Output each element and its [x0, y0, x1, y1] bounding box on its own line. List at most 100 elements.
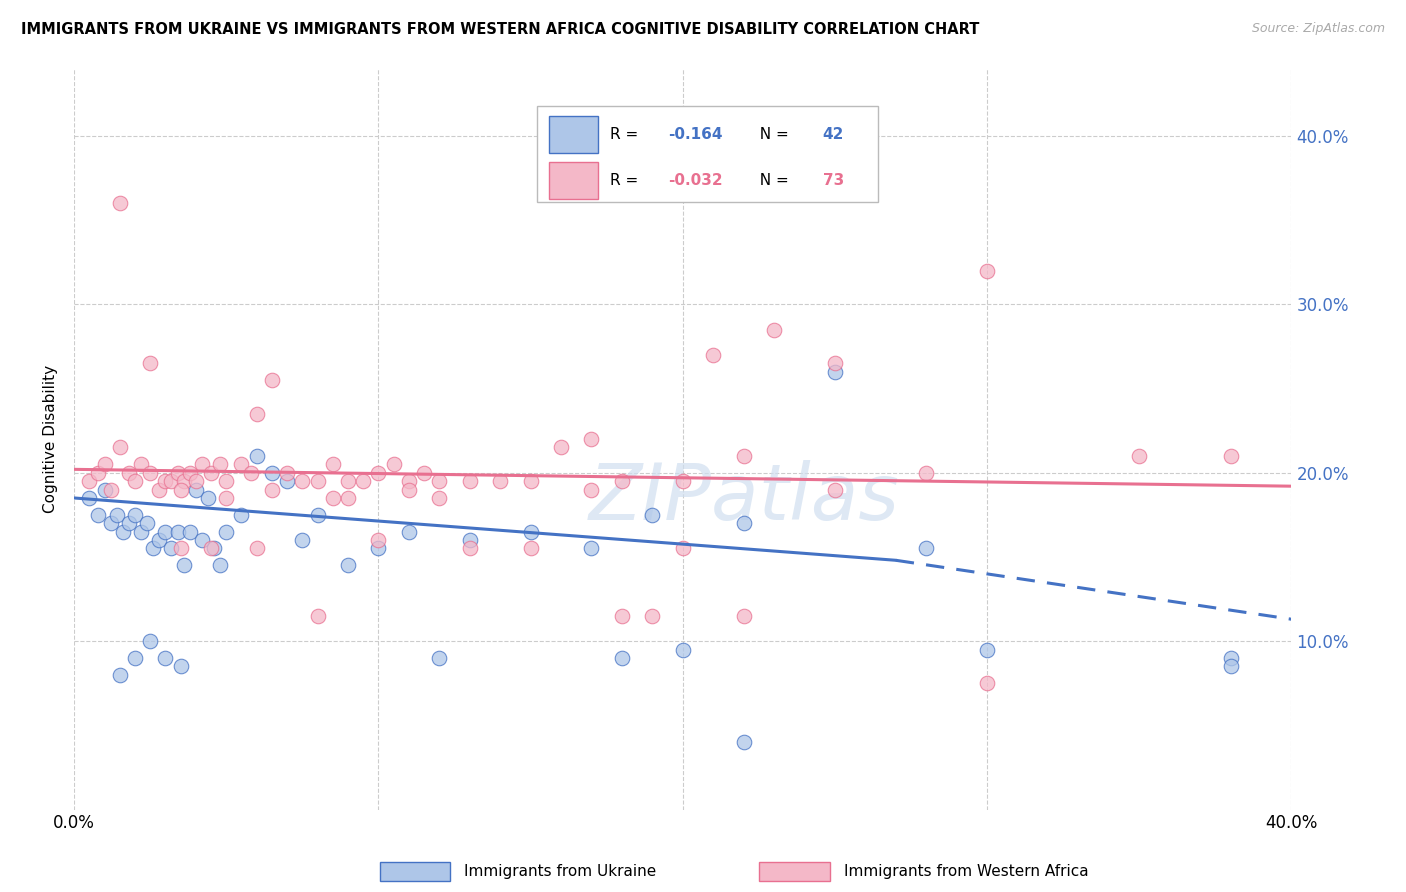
Point [108, 668, 131, 682]
Point [129, 458, 152, 472]
Point [79, 491, 101, 505]
Point [1219, 659, 1241, 673]
Point [124, 474, 146, 488]
Point [246, 449, 269, 463]
Point [166, 466, 188, 480]
Point [202, 541, 225, 556]
Point [519, 474, 541, 488]
Point [1219, 651, 1241, 665]
Point [111, 524, 134, 539]
Point [307, 508, 329, 522]
Point [458, 541, 481, 556]
Point [160, 474, 183, 488]
Point [672, 541, 695, 556]
Point [108, 441, 131, 455]
Point [915, 541, 938, 556]
Text: R =: R = [610, 173, 643, 188]
Point [398, 474, 420, 488]
Point [291, 474, 314, 488]
Point [367, 466, 389, 480]
Point [148, 483, 170, 497]
Point [184, 474, 207, 488]
Point [118, 466, 141, 480]
Point [382, 458, 405, 472]
Point [976, 642, 998, 657]
Point [142, 541, 165, 556]
Point [610, 608, 633, 623]
Point [215, 524, 238, 539]
Point [337, 491, 360, 505]
Text: 42: 42 [823, 127, 844, 142]
Point [352, 474, 374, 488]
Point [550, 441, 572, 455]
Point [702, 348, 724, 362]
Point [1219, 449, 1241, 463]
Point [581, 432, 603, 446]
Point [824, 356, 846, 370]
Point [641, 508, 664, 522]
Point [1128, 449, 1150, 463]
Point [139, 634, 162, 648]
Point [179, 466, 201, 480]
Point [184, 483, 207, 497]
Point [215, 474, 238, 488]
Point [398, 524, 420, 539]
Point [124, 508, 146, 522]
Point [136, 516, 159, 531]
Point [148, 533, 170, 547]
Point [139, 466, 162, 480]
Point [191, 533, 214, 547]
Point [427, 651, 450, 665]
Text: N =: N = [749, 127, 793, 142]
Text: IMMIGRANTS FROM UKRAINE VS IMMIGRANTS FROM WESTERN AFRICA COGNITIVE DISABILITY C: IMMIGRANTS FROM UKRAINE VS IMMIGRANTS FR… [21, 22, 980, 37]
Point [322, 491, 344, 505]
Point [169, 483, 191, 497]
Point [489, 474, 512, 488]
Point [307, 474, 329, 488]
Point [427, 474, 450, 488]
Point [231, 508, 253, 522]
Point [191, 458, 214, 472]
Point [260, 373, 283, 387]
Point [398, 483, 420, 497]
Bar [548, 162, 598, 199]
Point [976, 676, 998, 690]
Text: Source: ZipAtlas.com: Source: ZipAtlas.com [1251, 22, 1385, 36]
Point [179, 524, 201, 539]
Point [108, 196, 131, 211]
Text: R =: R = [610, 127, 643, 142]
Point [763, 322, 786, 336]
Point [733, 735, 755, 749]
Point [155, 524, 177, 539]
Point [733, 516, 755, 531]
Point [610, 474, 633, 488]
Point [93, 458, 115, 472]
Point [322, 458, 344, 472]
Point [276, 474, 298, 488]
Point [427, 491, 450, 505]
Point [155, 651, 177, 665]
Point [246, 541, 269, 556]
Point [155, 474, 177, 488]
Point [166, 524, 188, 539]
Point [93, 483, 115, 497]
Point [200, 541, 222, 556]
FancyBboxPatch shape [537, 105, 877, 202]
Point [307, 608, 329, 623]
Point [105, 508, 128, 522]
Point [169, 541, 191, 556]
Point [581, 483, 603, 497]
Point [173, 558, 195, 573]
Point [733, 608, 755, 623]
Point [915, 466, 938, 480]
Point [581, 541, 603, 556]
Bar [548, 116, 598, 153]
Point [100, 516, 122, 531]
Point [209, 558, 232, 573]
Point [291, 533, 314, 547]
Point [260, 483, 283, 497]
Point [129, 524, 152, 539]
Point [824, 483, 846, 497]
Point [124, 651, 146, 665]
Point [458, 474, 481, 488]
